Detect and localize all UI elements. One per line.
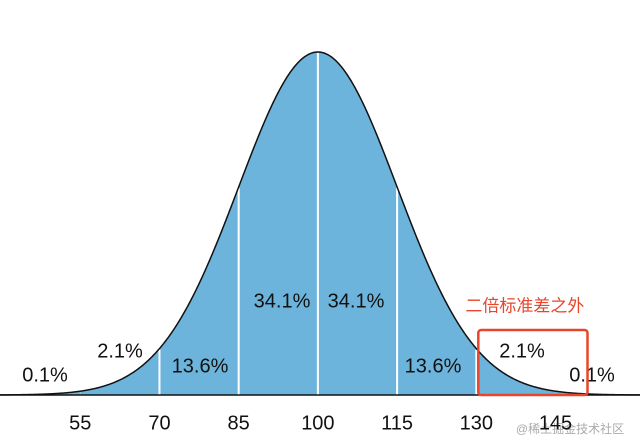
x-tick-label: 115 <box>381 412 413 434</box>
segment <box>238 52 318 395</box>
value-label: 0.1% <box>569 364 615 386</box>
value-label: 2.1% <box>97 340 143 362</box>
x-tick-label: 70 <box>148 412 170 434</box>
segment <box>476 348 556 395</box>
segment <box>317 52 398 395</box>
curve <box>0 51 640 396</box>
x-tick-label: 85 <box>228 412 250 434</box>
segment <box>0 391 81 395</box>
x-tick-label: 100 <box>301 412 334 434</box>
segment <box>80 348 160 395</box>
highlight-box <box>477 328 589 397</box>
watermark: @稀土掘金技术社区 <box>516 421 624 436</box>
value-label: 2.1% <box>499 340 545 362</box>
value-label: 34.1% <box>254 290 311 312</box>
x-tick-label: 145 <box>539 412 572 434</box>
value-label: 0.1% <box>22 364 68 386</box>
value-label: 34.1% <box>328 290 385 312</box>
value-label: 13.6% <box>405 355 462 377</box>
value-label: 13.6% <box>172 355 229 377</box>
annotation: 二倍标准差之外 <box>465 296 584 315</box>
x-tick-label: 55 <box>69 412 91 434</box>
x-tick-label: 130 <box>460 412 493 434</box>
